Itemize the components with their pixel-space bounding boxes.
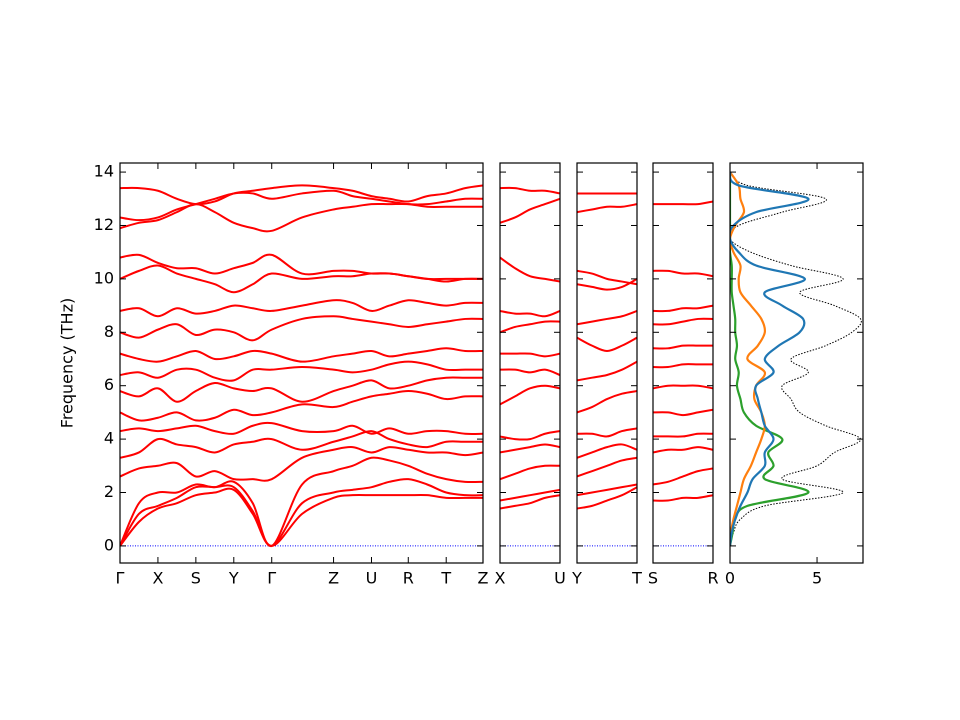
band xyxy=(577,443,637,459)
x-tick-label: T xyxy=(440,569,451,588)
dos-curve xyxy=(730,172,810,547)
band xyxy=(577,486,637,510)
band xyxy=(120,478,483,547)
x-tick-label: U xyxy=(554,569,566,588)
panel-frame xyxy=(576,162,638,564)
band xyxy=(653,408,713,417)
dos-curve xyxy=(730,171,767,546)
y-tick-label: 14 xyxy=(94,162,114,181)
y-tick-label: 2 xyxy=(104,482,114,501)
x-tick-label: Γ xyxy=(116,569,125,588)
x-tick-label: Y xyxy=(228,569,239,588)
dos-curve xyxy=(730,171,810,547)
x-tick-label: 5 xyxy=(812,569,822,588)
plot-area xyxy=(730,171,862,547)
x-tick-label: S xyxy=(191,569,201,588)
band xyxy=(577,390,637,414)
band xyxy=(500,352,560,358)
band xyxy=(500,186,560,195)
band xyxy=(120,347,483,363)
band xyxy=(577,483,637,497)
band xyxy=(577,203,637,214)
band xyxy=(577,427,637,438)
plot-area xyxy=(120,184,483,547)
y-tick-label: 8 xyxy=(104,322,114,341)
x-tick-label: Y xyxy=(571,569,582,588)
band xyxy=(500,384,560,406)
band xyxy=(653,304,713,313)
band xyxy=(500,464,560,481)
panel-frame xyxy=(729,162,864,564)
band xyxy=(653,467,713,486)
band xyxy=(120,430,483,459)
band xyxy=(500,443,560,454)
band xyxy=(653,494,713,502)
band xyxy=(120,189,483,222)
band xyxy=(653,363,713,369)
band xyxy=(500,488,560,502)
x-tick-label: Z xyxy=(328,569,339,588)
y-tick-label: 4 xyxy=(104,429,114,448)
plot-area xyxy=(653,200,713,547)
x-tick-label: X xyxy=(152,569,163,588)
band xyxy=(120,421,483,435)
band xyxy=(653,200,713,206)
plot-area xyxy=(500,186,560,547)
band xyxy=(653,432,713,438)
band xyxy=(500,197,560,224)
x-tick-label: R xyxy=(707,569,718,588)
panel-frame xyxy=(499,162,561,564)
band xyxy=(577,336,637,352)
band xyxy=(120,299,483,318)
y-tick-label: 6 xyxy=(104,375,114,394)
band xyxy=(120,202,483,233)
x-tick-label: R xyxy=(403,569,414,588)
band xyxy=(120,253,483,281)
band xyxy=(577,360,637,382)
band xyxy=(120,446,483,482)
band xyxy=(120,487,483,547)
x-tick-label: X xyxy=(495,569,506,588)
band xyxy=(653,344,713,350)
band xyxy=(120,376,483,403)
x-tick-label: Z xyxy=(478,569,489,588)
band xyxy=(120,390,483,422)
plot-area xyxy=(577,192,637,547)
x-tick-label: T xyxy=(631,569,642,588)
band xyxy=(120,184,483,206)
y-tick-label: 12 xyxy=(94,215,114,234)
band xyxy=(653,269,713,278)
band xyxy=(120,456,483,547)
band xyxy=(653,317,713,326)
x-tick-label: U xyxy=(366,569,378,588)
x-tick-label: 0 xyxy=(725,569,735,588)
band xyxy=(500,494,560,510)
panel-frame xyxy=(652,162,714,564)
x-tick-label: S xyxy=(648,569,658,588)
panel-frame xyxy=(119,162,484,564)
band xyxy=(653,384,713,390)
band xyxy=(577,269,637,286)
band xyxy=(120,315,483,342)
band xyxy=(500,256,560,283)
band xyxy=(500,430,560,441)
band xyxy=(577,309,637,326)
band xyxy=(577,456,637,478)
band xyxy=(577,278,637,291)
band xyxy=(653,446,713,454)
panel: Frequency (THz) 0 2 4 6 8 10 12 14 Γ X S Y Γ Z U R T Z xyxy=(58,162,489,588)
band xyxy=(500,368,560,376)
band xyxy=(120,360,483,382)
y-axis-label: Frequency (THz) xyxy=(58,298,77,428)
band xyxy=(500,309,560,318)
y-tick-label: 0 xyxy=(104,535,114,554)
x-tick-label: Γ xyxy=(267,569,276,588)
band xyxy=(500,320,560,334)
y-tick-label: 10 xyxy=(94,268,114,287)
